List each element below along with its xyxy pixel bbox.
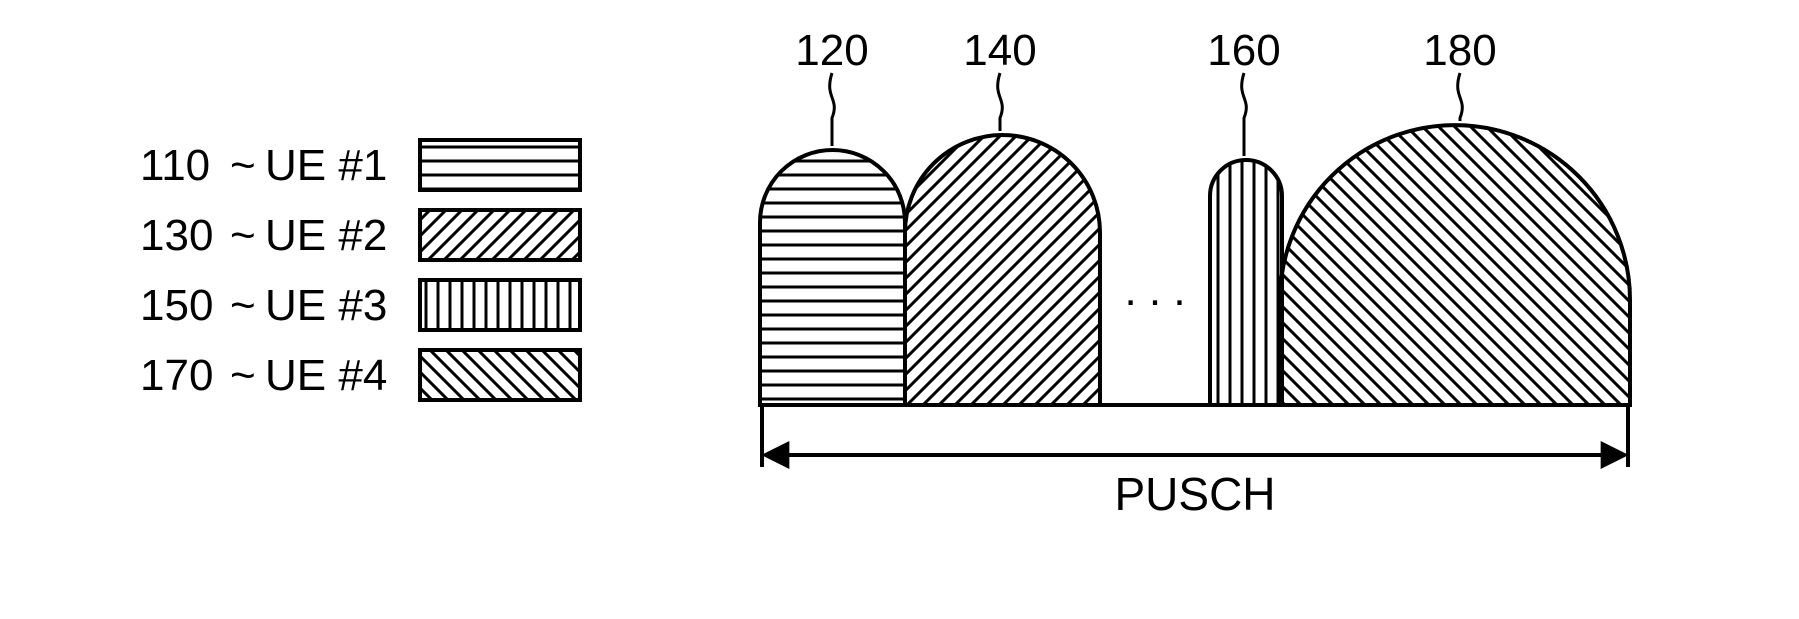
legend-num: 130	[140, 211, 213, 260]
legend-swatch	[420, 350, 580, 400]
legend-num: 170	[140, 351, 213, 400]
ellipsis: . . .	[1124, 266, 1185, 315]
legend-tilde: ~	[230, 141, 256, 190]
lobe-label: 140	[963, 26, 1036, 75]
lobe-label: 120	[795, 26, 868, 75]
label-leader	[998, 73, 1003, 131]
legend-ue: UE #2	[265, 211, 387, 260]
lobe-180	[1280, 125, 1630, 405]
lobe-160	[1210, 160, 1282, 405]
legend-swatch	[420, 140, 580, 190]
legend-tilde: ~	[230, 211, 256, 260]
lobe-120	[760, 150, 905, 405]
pusch-label: PUSCH	[1114, 468, 1275, 520]
label-leader	[1458, 73, 1463, 121]
legend-ue: UE #3	[265, 281, 387, 330]
legend-num: 150	[140, 281, 213, 330]
legend-num: 110	[140, 141, 210, 190]
legend-tilde: ~	[230, 351, 256, 400]
label-leader	[1242, 73, 1247, 156]
lobe-140	[905, 135, 1100, 405]
legend-ue: UE #4	[265, 351, 387, 400]
legend-swatch	[420, 280, 580, 330]
legend-ue: UE #1	[265, 141, 387, 190]
legend-tilde: ~	[230, 281, 256, 330]
legend-swatch	[420, 210, 580, 260]
label-leader	[830, 73, 835, 146]
lobe-label: 160	[1207, 26, 1280, 75]
lobe-label: 180	[1423, 26, 1496, 75]
